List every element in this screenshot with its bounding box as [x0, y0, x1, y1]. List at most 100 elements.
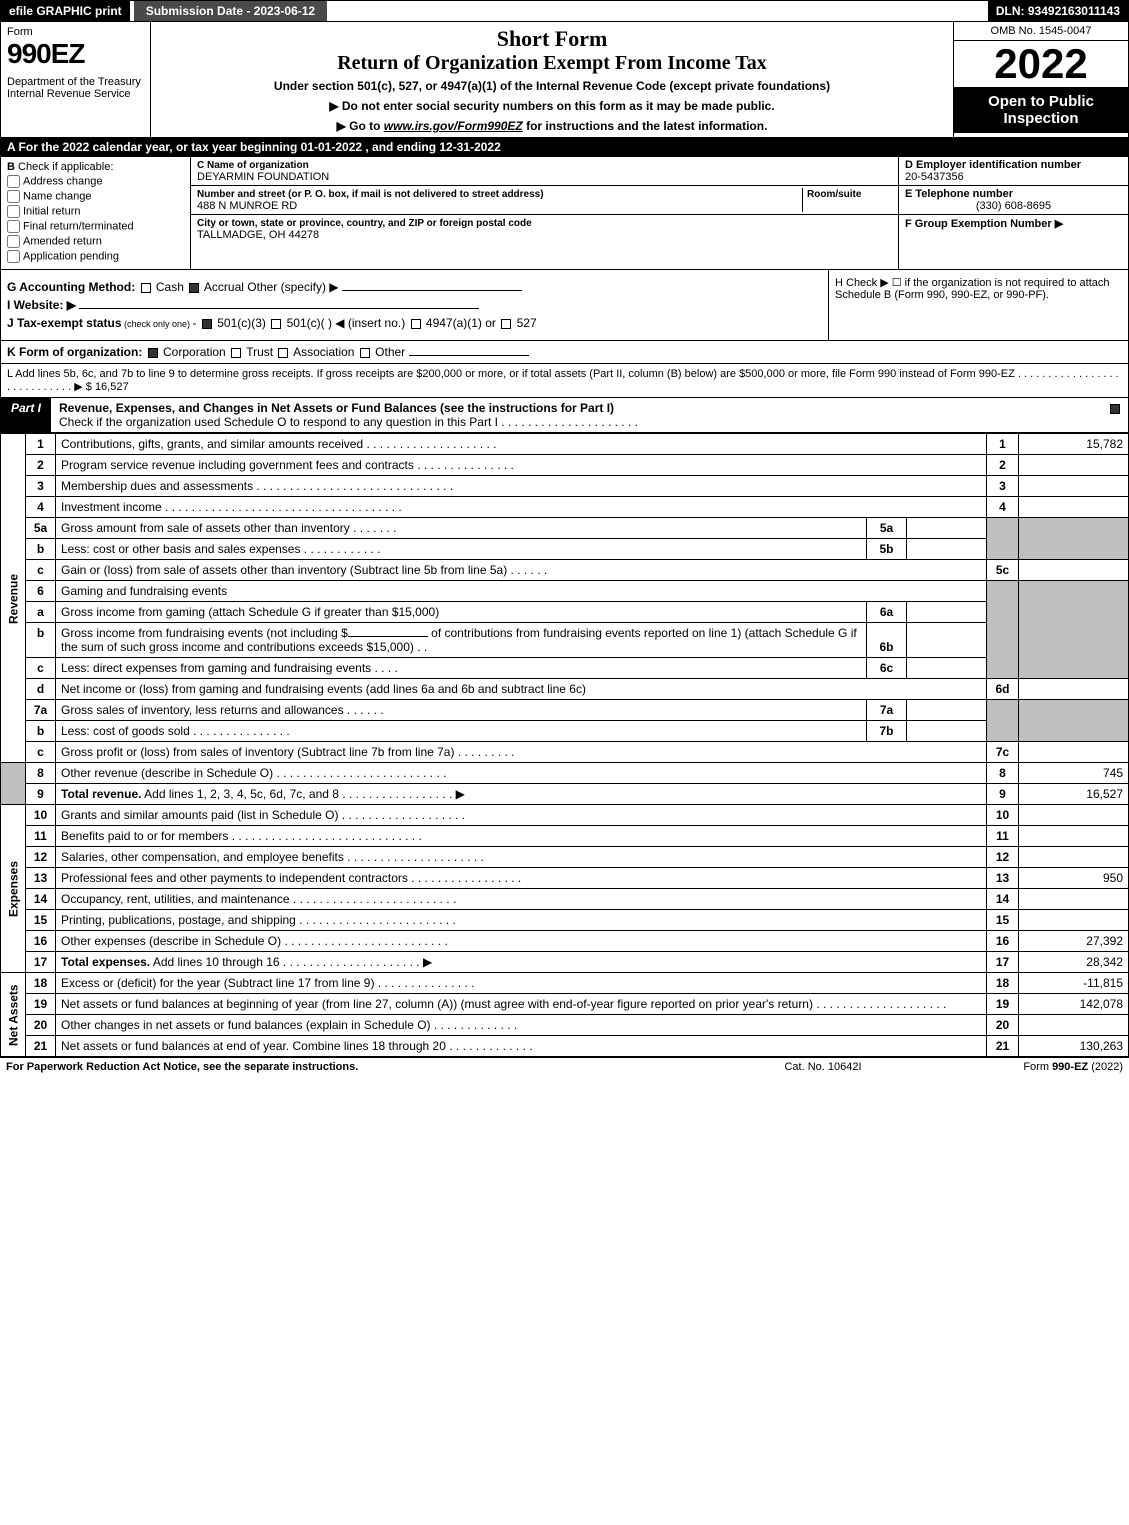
g-accounting: G Accounting Method: Cash Accrual Other … — [7, 280, 822, 294]
ln-15: 15 — [26, 910, 56, 931]
f-group-row: F Group Exemption Number ▶ — [899, 215, 1128, 232]
part-1-check[interactable] — [1102, 398, 1128, 432]
val-5c — [1019, 560, 1129, 581]
cb-527[interactable] — [501, 319, 511, 329]
val-21: 130,263 — [1019, 1036, 1129, 1057]
cb-initial-return[interactable]: Initial return — [7, 205, 184, 218]
ln-1: 1 — [26, 434, 56, 455]
box-6a: 6a — [867, 602, 907, 623]
val-7c — [1019, 742, 1129, 763]
shade-6v — [1019, 581, 1129, 679]
cb-accrual[interactable] — [189, 283, 199, 293]
tel-label: E Telephone number — [905, 188, 1013, 200]
part-1-table: Revenue 1Contributions, gifts, grants, a… — [0, 433, 1129, 1057]
box-6b: 6b — [867, 623, 907, 658]
website-input[interactable] — [79, 308, 479, 309]
room-label: Room/suite — [807, 189, 861, 200]
box-7a: 7a — [867, 700, 907, 721]
e-tel-row: E Telephone number (330) 608-8695 — [899, 186, 1128, 215]
box-12: 12 — [987, 847, 1019, 868]
city-label: City or town, state or province, country… — [197, 218, 532, 229]
part-1-title-text: Revenue, Expenses, and Changes in Net As… — [59, 401, 614, 415]
cb-trust[interactable] — [231, 348, 241, 358]
box-4: 4 — [987, 497, 1019, 518]
box-20: 20 — [987, 1015, 1019, 1036]
line-12-text: Salaries, other compensation, and employ… — [56, 847, 987, 868]
val-11 — [1019, 826, 1129, 847]
tel-value: (330) 608-8695 — [905, 200, 1122, 212]
corp-label: Corporation — [163, 345, 226, 359]
c-name-label: C Name of organization — [197, 160, 309, 171]
form-footer: Form 990-EZ (2022) — [923, 1061, 1123, 1073]
cb-association[interactable] — [278, 348, 288, 358]
ln-12: 12 — [26, 847, 56, 868]
assoc-label: Association — [293, 345, 354, 359]
ln-4: 4 — [26, 497, 56, 518]
6b-amount-input[interactable] — [348, 636, 428, 637]
j-label: J Tax-exempt status — [7, 316, 122, 330]
j-tax-exempt: J Tax-exempt status (check only one) - 5… — [7, 316, 822, 330]
cb-final-return[interactable]: Final return/terminated — [7, 220, 184, 233]
other-org-input[interactable] — [409, 355, 529, 356]
line-6d-text: Net income or (loss) from gaming and fun… — [56, 679, 987, 700]
line-20-text: Other changes in net assets or fund bala… — [56, 1015, 987, 1036]
j-small: (check only one) — [122, 319, 193, 329]
line-2-text: Program service revenue including govern… — [56, 455, 987, 476]
l-text: L Add lines 5b, 6c, and 7b to line 9 to … — [7, 368, 1119, 393]
box-19: 19 — [987, 994, 1019, 1015]
box-7b: 7b — [867, 721, 907, 742]
line-6b-text: Gross income from fundraising events (no… — [56, 623, 867, 658]
ln-5c: c — [26, 560, 56, 581]
city-state-zip: TALLMADGE, OH 44278 — [197, 229, 319, 241]
val-15 — [1019, 910, 1129, 931]
4947-label: 4947(a)(1) or — [426, 316, 496, 330]
l-gross-receipts: L Add lines 5b, 6c, and 7b to line 9 to … — [0, 364, 1129, 398]
val-5b — [907, 539, 987, 560]
irs-link[interactable]: www.irs.gov/Form990EZ — [384, 119, 523, 133]
expenses-side-label: Expenses — [1, 805, 26, 973]
cb-4947[interactable] — [411, 319, 421, 329]
box-18: 18 — [987, 973, 1019, 994]
val-10 — [1019, 805, 1129, 826]
ln-3: 3 — [26, 476, 56, 497]
line-7c-text: Gross profit or (loss) from sales of inv… — [56, 742, 987, 763]
val-19: 142,078 — [1019, 994, 1129, 1015]
line-5b-text: Less: cost or other basis and sales expe… — [56, 539, 867, 560]
val-1: 15,782 — [1019, 434, 1129, 455]
efile-print[interactable]: efile GRAPHIC print — [1, 1, 130, 21]
cash-label: Cash — [156, 280, 184, 294]
public-inspection: Open to Public Inspection — [954, 87, 1128, 133]
val-12 — [1019, 847, 1129, 868]
cb-application-pending[interactable]: Application pending — [7, 250, 184, 263]
box-15: 15 — [987, 910, 1019, 931]
line-16-text: Other expenses (describe in Schedule O) … — [56, 931, 987, 952]
cb-address-change[interactable]: Address change — [7, 175, 184, 188]
line-5c-text: Gain or (loss) from sale of assets other… — [56, 560, 987, 581]
header-right: OMB No. 1545-0047 2022 Open to Public In… — [953, 22, 1128, 137]
cb-501c3[interactable] — [202, 319, 212, 329]
box-3: 3 — [987, 476, 1019, 497]
cb-cash[interactable] — [141, 283, 151, 293]
box-5a: 5a — [867, 518, 907, 539]
box-13: 13 — [987, 868, 1019, 889]
street-address: 488 N MUNROE RD — [197, 200, 297, 212]
addr-label: Number and street (or P. O. box, if mail… — [197, 189, 544, 200]
cb-corporation[interactable] — [148, 348, 158, 358]
cb-501c[interactable] — [271, 319, 281, 329]
other-input[interactable] — [342, 290, 522, 291]
form-label: Form — [7, 26, 144, 38]
h-schedule-b: H Check ▶ ☐ if the organization is not r… — [828, 270, 1128, 340]
cb-other-org[interactable] — [360, 348, 370, 358]
ln-6b: b — [26, 623, 56, 658]
box-14: 14 — [987, 889, 1019, 910]
box-5b: 5b — [867, 539, 907, 560]
header-mid: Short Form Return of Organization Exempt… — [151, 22, 953, 137]
cb-name-change[interactable]: Name change — [7, 190, 184, 203]
ln-6: 6 — [26, 581, 56, 602]
ln-2: 2 — [26, 455, 56, 476]
val-18: -11,815 — [1019, 973, 1129, 994]
cb-amended-return[interactable]: Amended return — [7, 235, 184, 248]
line-9-text: Total revenue. Add lines 1, 2, 3, 4, 5c,… — [56, 784, 987, 805]
ln-20: 20 — [26, 1015, 56, 1036]
val-4 — [1019, 497, 1129, 518]
